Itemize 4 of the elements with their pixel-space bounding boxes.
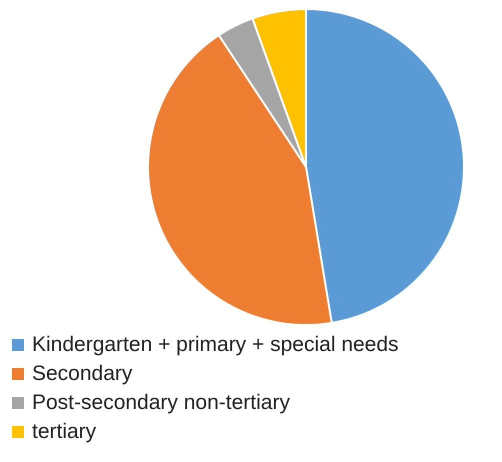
legend-label: Kindergarten + primary + special needs bbox=[32, 332, 399, 356]
legend-label: tertiary bbox=[32, 420, 96, 444]
legend-label: Post-secondary non-tertiary bbox=[32, 390, 290, 414]
legend-label: Secondary bbox=[32, 362, 132, 386]
